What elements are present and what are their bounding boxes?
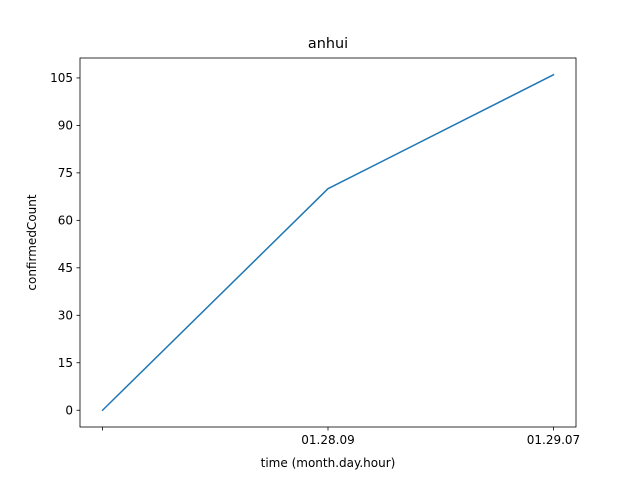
y-tick-label: 60 bbox=[58, 214, 73, 228]
y-tick-label: 15 bbox=[58, 356, 73, 370]
y-axis-ticks: 0 15 30 45 60 75 90 105 bbox=[50, 71, 80, 417]
x-axis-ticks: 01.28.09 01.29.07 bbox=[102, 427, 580, 447]
y-tick-label: 75 bbox=[58, 166, 73, 180]
x-tick-label: 01.29.07 bbox=[527, 433, 580, 447]
series-layer bbox=[101, 73, 555, 412]
plot-area-frame bbox=[79, 57, 577, 428]
y-tick-label: 90 bbox=[58, 119, 73, 133]
chart-title: anhui bbox=[308, 36, 348, 52]
x-tick-label: 01.28.09 bbox=[301, 433, 354, 447]
x-axis-label: time (month.day.hour) bbox=[261, 456, 396, 470]
y-tick-label: 0 bbox=[65, 403, 73, 417]
series-line bbox=[101, 73, 555, 412]
y-tick-label: 30 bbox=[58, 308, 73, 322]
y-axis-label: confirmedCount bbox=[25, 194, 39, 290]
y-tick-label: 105 bbox=[50, 71, 73, 85]
y-tick-label: 45 bbox=[58, 261, 73, 275]
